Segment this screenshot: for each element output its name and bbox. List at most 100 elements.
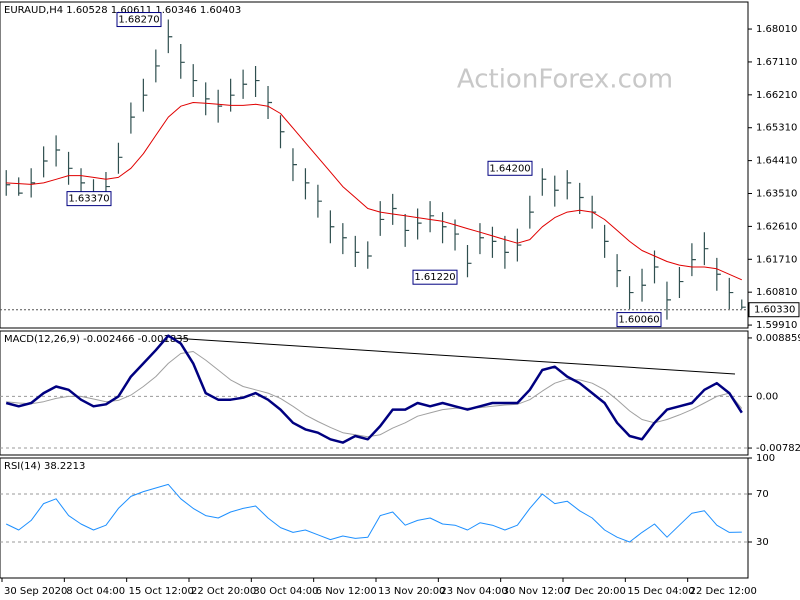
x-tick-label: 15 Dec 04:00	[627, 586, 694, 597]
annotation-box	[487, 160, 533, 176]
ohlc-bar	[404, 213, 410, 247]
ohlc-bar	[392, 193, 397, 225]
ohlc-bar	[142, 78, 148, 112]
ohlc-bar	[504, 235, 509, 269]
ohlc-bar	[566, 170, 572, 200]
ohlc-bar	[55, 135, 61, 167]
ohlc-bar	[516, 228, 522, 262]
ohlc-bar	[628, 276, 634, 309]
ohlc-bar	[367, 241, 372, 269]
x-tick-label: 22 Oct 20:00	[191, 586, 256, 597]
ohlc-bar	[429, 201, 435, 233]
ohlc-bar	[217, 89, 223, 123]
ohlc-bar	[479, 223, 484, 255]
ohlc-bar	[417, 208, 422, 240]
x-tick-label: 23 Nov 04:00	[440, 586, 507, 597]
annotation-box	[116, 12, 162, 28]
last-price-label: 1.60330	[754, 305, 795, 316]
y-tick-label: 0.008859	[756, 333, 800, 344]
ohlc-bar	[616, 254, 622, 288]
ohlc-bar	[205, 82, 210, 116]
series-line	[5, 334, 743, 444]
y-tick-label: 1.59910	[756, 320, 797, 331]
ohlc-bar	[230, 78, 235, 112]
ohlc-bar	[741, 299, 746, 309]
y-tick-label: -0.007826	[756, 443, 800, 454]
y-tick-label: 1.65310	[756, 123, 797, 134]
annotation-label: 1.61220	[414, 272, 455, 283]
ohlc-bar	[67, 151, 73, 185]
ohlc-bar	[254, 65, 260, 98]
ohlc-bar	[180, 44, 185, 79]
ohlc-bar	[117, 142, 123, 174]
ohlc-bar	[703, 232, 709, 266]
x-tick-label: 6 Nov 12:00	[316, 586, 377, 597]
ohlc-bar	[691, 243, 696, 277]
panel-frame	[0, 1, 749, 329]
y-tick-label: 0.00	[756, 391, 778, 402]
y-tick-label: 30	[756, 537, 769, 548]
ohlc-bar	[317, 184, 322, 218]
ohlc-bar	[130, 102, 135, 134]
ohlc-bar	[678, 266, 684, 299]
x-tick-label: 13 Nov 20:00	[378, 586, 445, 597]
chart-title: EURAUD,H4 1.60528 1.60611 1.60346 1.6040…	[4, 5, 241, 16]
ohlc-bar	[155, 49, 160, 83]
ohlc-bar	[529, 195, 534, 229]
ohlc-bar	[641, 268, 647, 302]
ohlc-bar	[292, 148, 297, 182]
ohlc-bar	[279, 115, 285, 149]
ohlc-bar	[579, 182, 584, 214]
x-tick-label: 30 Oct 04:00	[253, 586, 318, 597]
annotation-label: 1.68270	[118, 15, 159, 26]
trend-line	[171, 337, 736, 375]
ohlc-bar	[167, 19, 173, 54]
x-tick-label: 22 Dec 12:00	[690, 586, 757, 597]
ohlc-bar	[666, 281, 671, 320]
series-line	[5, 483, 742, 543]
y-tick-label: 70	[756, 489, 769, 500]
y-tick-label: 1.63510	[756, 189, 797, 200]
annotation-box	[616, 312, 662, 328]
ohlc-bar	[304, 168, 310, 200]
annotation-label: 1.63370	[68, 194, 109, 205]
annotation-label: 1.64200	[489, 163, 530, 174]
ohlc-bar	[541, 168, 547, 196]
y-tick-label: 1.61710	[756, 254, 797, 265]
series-line	[6, 351, 743, 438]
y-tick-label: 1.62610	[756, 221, 797, 232]
panel-frame	[0, 330, 749, 456]
y-tick-label: 1.67110	[756, 57, 797, 68]
ohlc-bar	[728, 277, 734, 309]
ohlc-bar	[716, 257, 721, 291]
ohlc-bar	[18, 177, 23, 196]
series-line	[6, 102, 743, 281]
panel-title: MACD(12,26,9) -0.002466 -0.001835	[4, 334, 189, 345]
y-tick-label: 100	[756, 453, 775, 464]
ohlc-bar	[192, 64, 198, 98]
ohlc-bar	[43, 146, 48, 178]
ohlc-bar	[354, 235, 360, 267]
ohlc-bar	[379, 201, 385, 236]
ohlc-bar	[342, 223, 347, 255]
x-tick-label: 7 Dec 20:00	[565, 586, 626, 597]
last-price-box	[748, 302, 800, 318]
x-tick-label: 8 Oct 04:00	[66, 586, 125, 597]
ohlc-bar	[329, 210, 335, 244]
y-tick-label: 1.66210	[756, 90, 797, 101]
x-tick-label: 30 Nov 12:00	[503, 586, 570, 597]
ohlc-bar	[441, 212, 447, 244]
ohlc-bar	[554, 175, 559, 207]
ohlc-bar	[30, 168, 36, 198]
ohlc-bar	[491, 226, 497, 258]
annotation-box	[412, 269, 458, 285]
x-tick-label: 30 Sep 2020	[4, 586, 67, 597]
panel-frame	[0, 457, 749, 579]
ohlc-bar	[267, 86, 273, 119]
panel-title: RSI(14) 38.2213	[4, 461, 85, 472]
y-tick-label: 1.64410	[756, 156, 797, 167]
y-tick-label: 1.60810	[756, 287, 797, 298]
ohlc-bar	[242, 69, 248, 99]
